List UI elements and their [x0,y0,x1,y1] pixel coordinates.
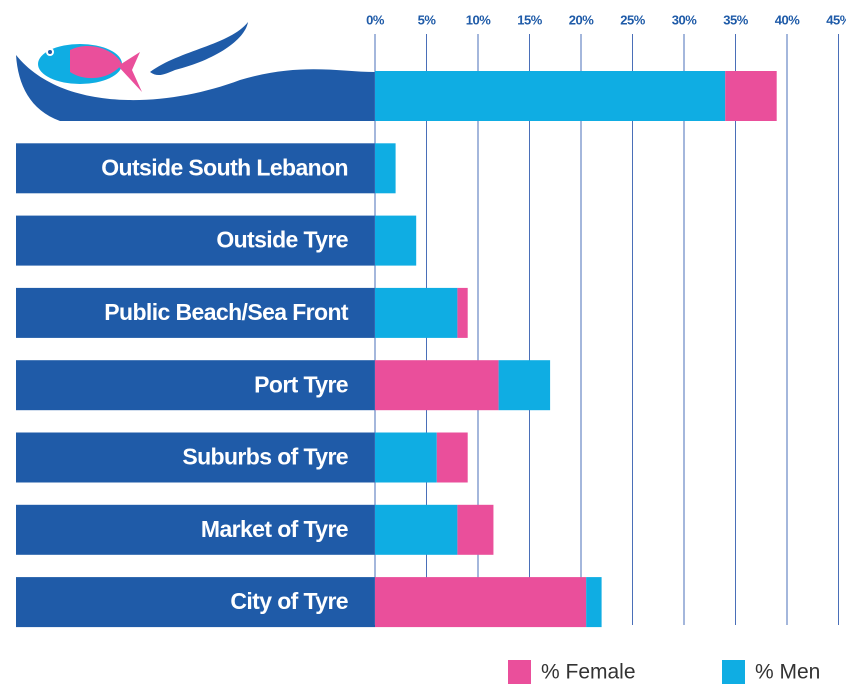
label-bar [16,287,375,338]
bar-segment [375,287,458,338]
x-tick-label: 0% [366,12,385,27]
bar-segment [436,432,468,483]
x-tick-label: 5% [418,12,437,27]
bar-segment [375,360,499,411]
category-label: Port Tyre [254,371,348,397]
legend-label: % Female [541,661,636,684]
label-bar [16,215,375,266]
x-tick-label: 35% [723,12,748,27]
category-label: Market of Tyre [201,516,348,542]
bar-segment [375,143,396,194]
bar-segment [586,577,602,628]
bar-segment [498,360,551,411]
category-label: Outside Tyre [216,227,348,253]
decoration [16,22,375,121]
bar-segment [457,287,468,338]
bar-segment [375,577,587,628]
x-tick-label: 25% [620,12,645,27]
x-tick-label: 30% [672,12,697,27]
x-tick-label: 20% [569,12,594,27]
bar-segment [457,504,494,555]
category-label: City of Tyre [230,588,348,614]
x-tick-label: 10% [466,12,491,27]
label-bar [16,504,375,555]
bar-segment [375,432,437,483]
label-bar [16,143,375,194]
x-tick-label: 45% [826,12,846,27]
label-bar [16,432,375,483]
label-bar [16,360,375,411]
bar-segment [375,504,458,555]
legend-swatch [508,660,531,684]
legend-swatch [722,660,745,684]
bar-segment [375,215,417,266]
category-label: Public Beach/Sea Front [104,299,349,325]
label-bar [16,577,375,628]
x-tick-label: 15% [517,12,542,27]
x-tick-label: 40% [775,12,800,27]
category-label: Outside South Lebanon [101,154,348,180]
legend-label: % Men [755,661,820,684]
bar-segment [725,71,777,121]
category-label: Suburbs of Tyre [182,444,348,470]
bar-segment [375,71,726,121]
